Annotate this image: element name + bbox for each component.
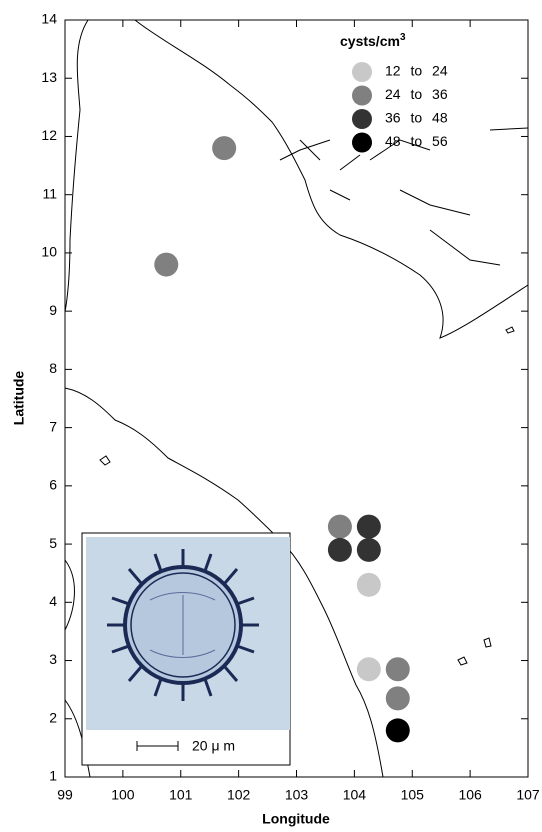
x-tick-label: 99 <box>57 787 73 803</box>
site-point <box>386 718 410 742</box>
y-tick-label: 12 <box>41 127 57 143</box>
y-tick-label: 1 <box>49 768 57 784</box>
x-axis-title: Longitude <box>262 811 330 827</box>
site-point <box>357 515 381 539</box>
legend-swatch <box>352 133 372 153</box>
scale-label: 20 μ m <box>192 738 235 754</box>
legend-swatch <box>352 62 372 82</box>
x-tick-label: 103 <box>285 787 309 803</box>
y-tick-label: 4 <box>49 593 57 609</box>
inset: 20 μ m <box>82 533 290 765</box>
y-tick-label: 3 <box>49 651 57 667</box>
site-point <box>154 253 178 277</box>
legend-label: 48 to 56 <box>385 133 448 149</box>
y-tick-label: 11 <box>42 185 57 201</box>
site-point <box>357 657 381 681</box>
x-tick-label: 106 <box>458 787 482 803</box>
y-tick-label: 13 <box>41 69 57 85</box>
site-point <box>328 538 352 562</box>
y-tick-label: 5 <box>49 535 57 551</box>
x-tick-label: 101 <box>169 787 193 803</box>
site-point <box>212 136 236 160</box>
y-tick-label: 7 <box>49 418 57 434</box>
y-tick-label: 8 <box>49 360 57 376</box>
legend-title-superscript: 3 <box>400 32 406 43</box>
y-tick-label: 10 <box>41 244 57 260</box>
y-axis-title: Latitude <box>11 371 27 426</box>
site-point <box>386 657 410 681</box>
y-tick-label: 6 <box>49 477 57 493</box>
x-tick-label: 104 <box>343 787 367 803</box>
x-tick-label: 107 <box>516 787 540 803</box>
y-tick-label: 2 <box>49 709 57 725</box>
site-point <box>328 515 352 539</box>
x-tick-label: 100 <box>111 787 135 803</box>
y-tick-label: 9 <box>49 302 57 318</box>
y-tick-label: 14 <box>41 11 57 27</box>
site-point <box>386 686 410 710</box>
legend-label: 12 to 24 <box>385 63 448 79</box>
x-tick-label: 102 <box>227 787 251 803</box>
legend-label: 36 to 48 <box>385 110 448 126</box>
legend-swatch <box>352 109 372 129</box>
site-point <box>357 538 381 562</box>
legend-title-text: cysts/cm <box>340 33 400 49</box>
map: 20 μ m Longitude Latitude cysts/cm3 9910… <box>0 0 542 832</box>
legend-title: cysts/cm3 <box>340 32 406 49</box>
x-tick-label: 105 <box>401 787 425 803</box>
site-point <box>357 573 381 597</box>
legend-label: 24 to 36 <box>385 86 448 102</box>
legend-swatch <box>352 86 372 106</box>
cyst <box>107 549 259 701</box>
